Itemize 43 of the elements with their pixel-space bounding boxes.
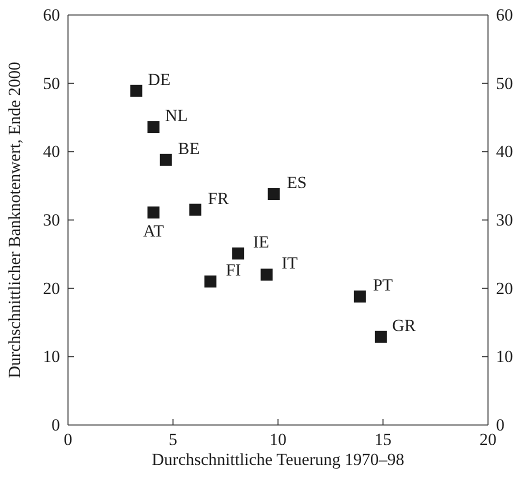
point — [374, 330, 387, 343]
point — [260, 268, 273, 281]
point — [130, 84, 142, 97]
annotation: ES — [286, 173, 307, 192]
annotation: FR — [208, 188, 230, 208]
annotation: NL — [165, 106, 188, 126]
point — [147, 206, 160, 218]
y-tick-label: 10 — [43, 347, 60, 366]
annotation: IT — [282, 254, 298, 273]
y2-tick-label: 0 — [496, 415, 504, 434]
y-tick-label: 50 — [43, 74, 60, 93]
y-axis-title: Durchschnittlicher Banknotenwert, Ende 2000 — [5, 62, 24, 378]
point — [354, 290, 366, 303]
x-tick-label: 20 — [480, 430, 496, 450]
x-tick-label: 15 — [374, 430, 392, 450]
y2-tick-label: 10 — [496, 347, 513, 366]
annotation: DE — [148, 70, 171, 89]
y2-tick-label: 30 — [496, 210, 513, 230]
y2-tick-label: 20 — [496, 278, 513, 298]
annotation: AT — [143, 221, 164, 240]
annotation: FI — [226, 260, 242, 280]
point — [160, 154, 172, 166]
x-tick-label: 10 — [270, 430, 286, 450]
point — [204, 276, 216, 288]
point — [147, 121, 160, 134]
point — [232, 247, 244, 260]
annotation: IE — [253, 232, 270, 252]
y-tick-label: 0 — [52, 415, 60, 434]
y2-tick-label: 60 — [496, 5, 513, 24]
y2-tick-label: 40 — [496, 142, 513, 162]
x-tick-label: 5 — [168, 430, 178, 450]
y-tick-label: 30 — [43, 210, 60, 230]
y-tick-label: 60 — [43, 5, 60, 24]
point — [189, 204, 202, 216]
annotation: PT — [372, 276, 394, 295]
annotation: BE — [178, 138, 200, 158]
y-tick-label: 40 — [43, 142, 60, 162]
point — [268, 188, 280, 200]
x-axis-title: Durchschnittliche Teuerung 1970–98 — [152, 450, 404, 469]
y2-tick-label: 50 — [496, 74, 513, 93]
annotation: GR — [392, 316, 416, 335]
y-tick-label: 20 — [43, 278, 60, 298]
x-tick-label: 0 — [64, 430, 72, 450]
